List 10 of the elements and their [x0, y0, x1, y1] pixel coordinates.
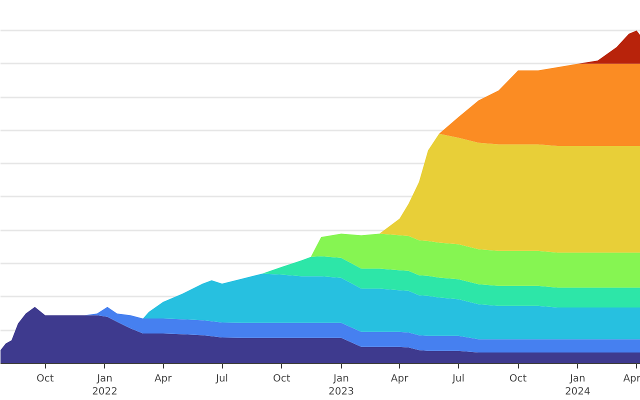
x-tick-label: Oct: [36, 374, 54, 384]
x-tick-label: Apr: [154, 374, 173, 384]
x-tick-label: Apr: [390, 374, 410, 384]
x-tick-label: Jul: [215, 374, 228, 384]
x-tick-label: Jan 2022: [92, 374, 118, 398]
x-tick-label: Oct: [272, 374, 290, 384]
x-tick-label: Oct: [509, 374, 527, 384]
x-tick-label: Jul: [451, 374, 465, 384]
x-tick-label: Jan 2023: [328, 374, 354, 398]
x-tick-label: Jan 2024: [564, 374, 590, 398]
